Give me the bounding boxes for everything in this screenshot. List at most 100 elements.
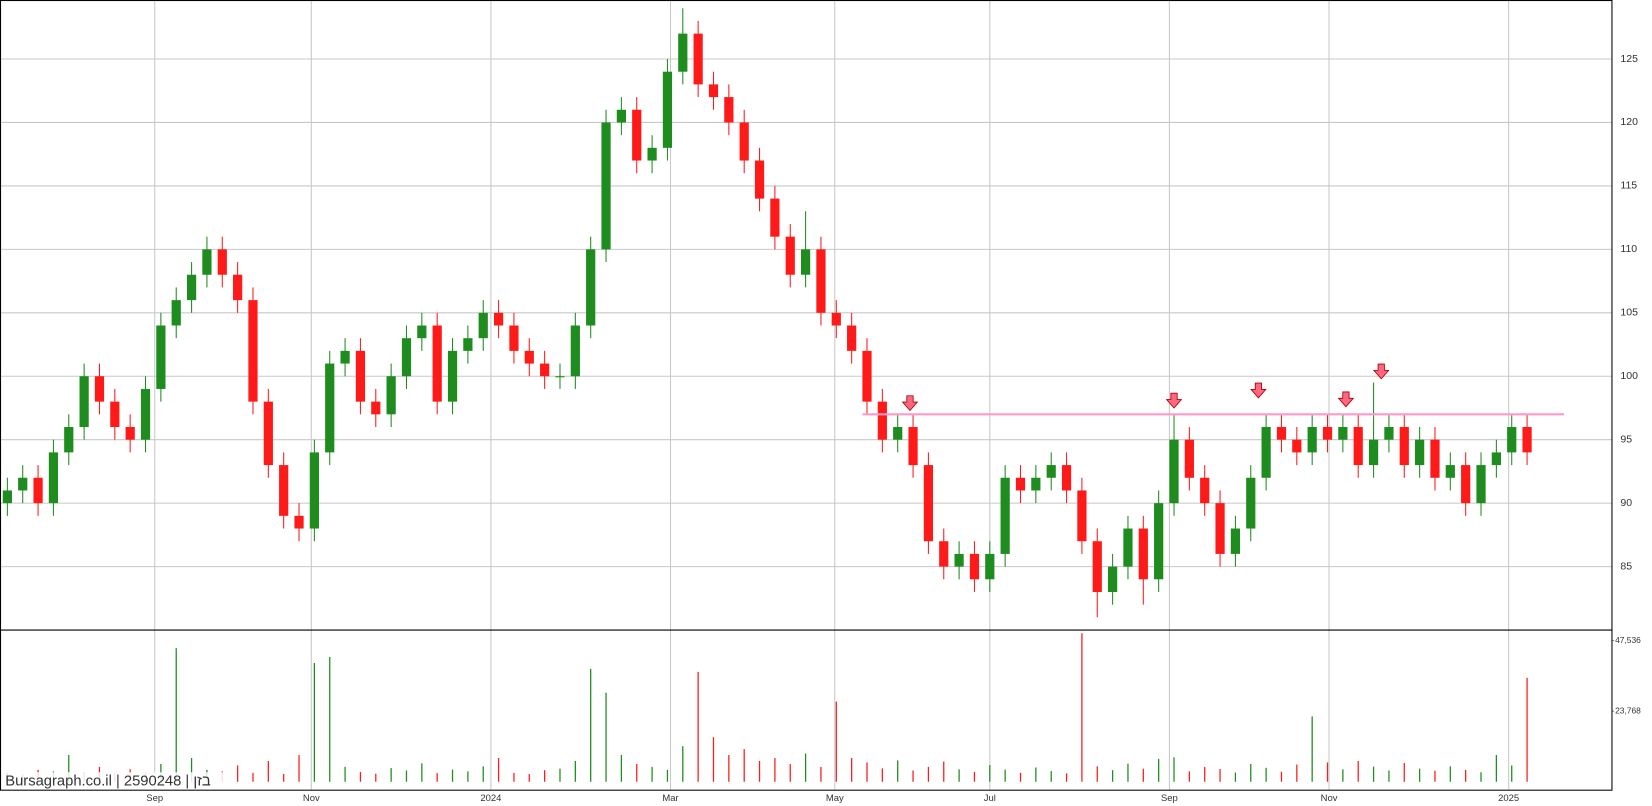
candle-body <box>1368 439 1379 466</box>
volume-bar <box>835 701 837 782</box>
volume-tick-label: 47,536 <box>1615 635 1641 645</box>
volume-bar <box>1142 768 1144 782</box>
candle-body <box>1491 452 1501 466</box>
volume-bar <box>436 773 438 782</box>
volume-bar <box>1280 771 1283 782</box>
candle-body <box>140 388 151 440</box>
candle-body <box>800 249 811 275</box>
volume-bar <box>359 771 362 782</box>
volume-bar <box>1050 771 1052 782</box>
candle-body <box>125 427 135 440</box>
volume-bar <box>298 755 300 782</box>
candle-body <box>1000 477 1010 554</box>
x-tick-label: Sep <box>146 793 163 804</box>
volume-bar <box>528 774 530 782</box>
volume-bar <box>943 761 945 782</box>
volume-bar <box>1403 763 1405 782</box>
candle-body <box>1015 477 1026 491</box>
y-tick-label: 100 <box>1620 370 1638 382</box>
candle-body <box>18 477 28 491</box>
volume-bar <box>1111 770 1114 782</box>
candle-body <box>816 249 826 313</box>
volume-bar <box>1096 766 1098 782</box>
volume-bar <box>1035 767 1037 782</box>
candle-body <box>1200 477 1210 504</box>
volume-bar <box>1127 763 1129 782</box>
volume-bar <box>283 774 285 782</box>
candle-body <box>1184 439 1194 478</box>
candle-body <box>171 300 181 326</box>
volume-bar <box>513 772 515 782</box>
candle-body <box>1353 427 1363 466</box>
volume-bar <box>1173 757 1175 782</box>
volume-bar <box>313 662 316 782</box>
candle-body <box>1292 439 1302 453</box>
candle-body <box>1077 490 1087 542</box>
volume-bar <box>758 760 761 782</box>
volume-bar <box>1418 768 1421 782</box>
volume-bar <box>375 773 377 782</box>
volume-bar <box>958 769 960 782</box>
candle-body <box>1246 477 1256 529</box>
candle-body <box>509 325 519 351</box>
volume-bar <box>973 771 976 782</box>
candle-body <box>1230 528 1241 554</box>
volume-bar <box>1326 762 1329 782</box>
candle-body <box>340 350 350 364</box>
volume-bar <box>236 765 239 782</box>
candle-body <box>417 325 427 339</box>
candle-body <box>754 160 765 199</box>
candle-body <box>371 401 381 415</box>
volume-bar <box>451 769 454 782</box>
volume-bar <box>1465 769 1467 782</box>
volume-bar <box>728 755 730 782</box>
volume-bar <box>1495 755 1498 782</box>
candle-body <box>1046 465 1056 478</box>
candle-body <box>893 427 903 440</box>
x-tick-label: Jul <box>984 793 996 804</box>
marker-arrow <box>1337 391 1355 408</box>
volume-bar <box>651 766 653 782</box>
candle-body <box>693 33 703 85</box>
candle-body <box>616 109 626 123</box>
volume-bar <box>851 757 853 782</box>
plot-frame <box>0 0 1613 791</box>
x-tick-label: Mar <box>662 793 678 804</box>
volume-bar <box>1265 767 1267 782</box>
candle-body <box>555 376 565 378</box>
volume-bar <box>682 746 684 782</box>
candle-body <box>785 236 795 275</box>
candle-body <box>601 122 611 250</box>
candle-body <box>1430 439 1440 478</box>
candle-body <box>186 274 197 301</box>
y-tick-label: 105 <box>1620 307 1638 319</box>
candle-body <box>401 338 412 377</box>
volume-bar <box>636 763 638 782</box>
volume-bar <box>267 760 269 782</box>
candle-body <box>1108 566 1118 592</box>
x-tick-label: 2025 <box>1498 793 1519 804</box>
volume-bar <box>590 668 592 782</box>
volume-bar <box>190 757 193 782</box>
volume-bar <box>559 768 561 782</box>
volume-bar <box>544 770 546 782</box>
marker-arrow <box>1372 363 1390 380</box>
candle-body <box>432 325 442 402</box>
candle-body <box>923 465 934 542</box>
volume-bar <box>1296 764 1298 782</box>
x-tick-label: Nov <box>1321 793 1338 804</box>
x-tick-label: Nov <box>303 793 320 804</box>
candle-body <box>632 109 642 161</box>
candle-body <box>1322 427 1333 440</box>
candle-body <box>1092 541 1102 592</box>
volume-bar <box>1342 769 1344 782</box>
volume-bar <box>329 657 331 782</box>
candle-body <box>662 71 673 148</box>
candle-body <box>540 363 550 377</box>
candle-body <box>1138 528 1148 580</box>
volume-bar <box>68 755 70 782</box>
volume-bar <box>820 766 822 782</box>
y-tick-label: 90 <box>1620 497 1632 509</box>
volume-bar <box>1357 760 1359 782</box>
